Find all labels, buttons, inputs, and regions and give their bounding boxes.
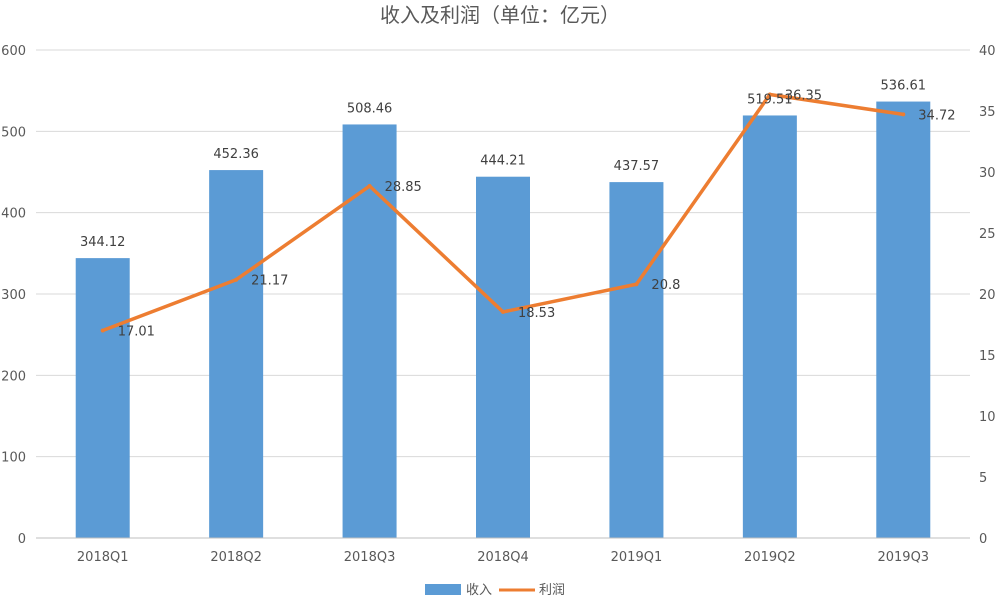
data-labels: 344.12 452.36 508.46 444.21 437.57 519.51 536.… [80, 79, 956, 340]
line-point [634, 282, 639, 287]
x-tick-label: 2019Q3 [877, 550, 929, 565]
y-right-tick-label: 40 [979, 44, 996, 59]
line-data-label: 28.85 [385, 180, 422, 195]
line-point [100, 328, 105, 333]
y-left-tick-label: 100 [1, 451, 26, 466]
y-right-tick-label: 25 [979, 227, 996, 242]
axes: 0 100 200 300 400 500 600 0 5 10 15 20 25 30 35 40 2018Q… [1, 44, 995, 565]
y-left-tick-label: 500 [1, 125, 26, 140]
x-tick-label: 2018Q4 [477, 550, 529, 565]
bar [342, 124, 397, 539]
y-left-tick-label: 300 [1, 288, 26, 303]
line-data-label: 21.17 [251, 274, 288, 289]
bar-data-label: 508.46 [347, 101, 393, 116]
y-right-tick-label: 5 [979, 471, 987, 486]
chart-title: 收入及利润（单位：亿元） [380, 3, 620, 27]
line-point [767, 92, 772, 97]
legend: 收入 利润 [425, 583, 565, 598]
bar-data-label: 536.61 [881, 79, 927, 94]
bar [476, 176, 530, 538]
legend-label-line: 利润 [539, 583, 565, 598]
line-point [367, 184, 372, 189]
y-left-tick-label: 400 [1, 207, 26, 222]
bar [876, 101, 931, 539]
x-tick-label: 2018Q1 [77, 550, 129, 565]
line-data-label: 17.01 [118, 324, 155, 339]
line-point [501, 309, 505, 314]
line-point [234, 277, 239, 282]
line-data-label: 36.35 [785, 89, 822, 104]
bar [742, 115, 797, 538]
y-left-tick-label: 0 [18, 532, 26, 547]
y-right-tick-label: 35 [979, 105, 996, 120]
y-right-tick-label: 20 [979, 288, 996, 303]
line-point [901, 112, 906, 117]
line-data-label: 18.53 [518, 306, 555, 321]
bar-data-label: 437.57 [614, 159, 660, 174]
legend-label-bar: 收入 [466, 583, 492, 598]
x-tick-label: 2018Q3 [344, 550, 396, 565]
y-left-tick-label: 600 [1, 44, 26, 59]
y-right-tick-label: 15 [979, 349, 996, 364]
bar-data-label: 344.12 [80, 235, 126, 250]
y-left-tick-label: 200 [1, 369, 26, 384]
line-data-label: 34.72 [918, 108, 955, 123]
y-right-tick-label: 0 [979, 532, 987, 547]
x-tick-label: 2018Q2 [210, 550, 262, 565]
line-data-label: 20.8 [651, 278, 680, 293]
bar-data-label: 444.21 [480, 154, 526, 169]
line-series [100, 92, 906, 333]
y-right-tick-label: 30 [979, 166, 996, 181]
x-tick-label: 2019Q1 [611, 550, 663, 565]
y-right-tick-label: 10 [979, 410, 996, 425]
bar-data-label: 519.51 [747, 92, 793, 107]
bar [209, 170, 264, 538]
bar-data-label: 452.36 [213, 147, 259, 162]
bar [609, 182, 664, 538]
bar-series [75, 101, 931, 539]
x-tick-label: 2019Q2 [744, 550, 796, 565]
bar [75, 258, 130, 538]
legend-swatch-bar [425, 584, 461, 595]
